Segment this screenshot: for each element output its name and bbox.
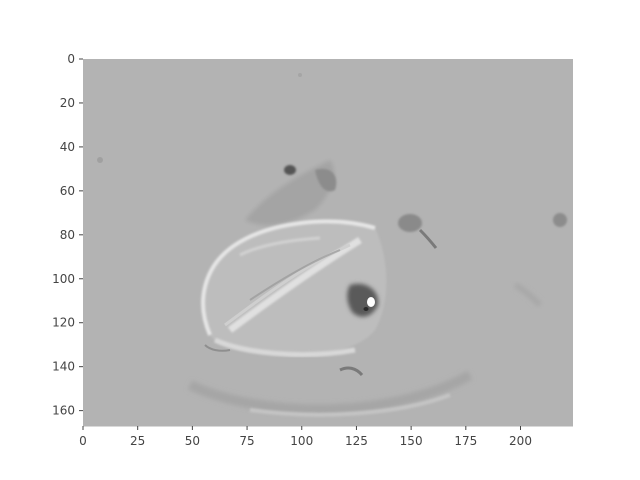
x-tick-label: 25: [130, 434, 145, 448]
y-tick-label: 160: [52, 404, 75, 418]
y-tick-label: 120: [52, 316, 75, 330]
y-tick-label: 0: [67, 52, 75, 66]
y-tick-label: 140: [52, 360, 75, 374]
x-axis: 0 25 50 75 100 125 150 175 200: [79, 426, 532, 448]
image-content: [97, 73, 567, 417]
x-tick-label: 75: [239, 434, 254, 448]
y-tick-label: 80: [60, 228, 75, 242]
y-axis: 0 20 40 60 80 100 120 140 160: [52, 52, 83, 418]
y-tick-label: 100: [52, 272, 75, 286]
y-tick-label: 60: [60, 184, 75, 198]
x-tick-label: 100: [290, 434, 313, 448]
x-tick-label: 200: [509, 434, 532, 448]
y-tick-label: 20: [60, 96, 75, 110]
x-tick-label: 150: [400, 434, 423, 448]
x-tick-label: 50: [185, 434, 200, 448]
x-tick-label: 125: [345, 434, 368, 448]
x-tick-label: 0: [79, 434, 87, 448]
y-tick-label: 40: [60, 140, 75, 154]
x-tick-label: 175: [454, 434, 477, 448]
